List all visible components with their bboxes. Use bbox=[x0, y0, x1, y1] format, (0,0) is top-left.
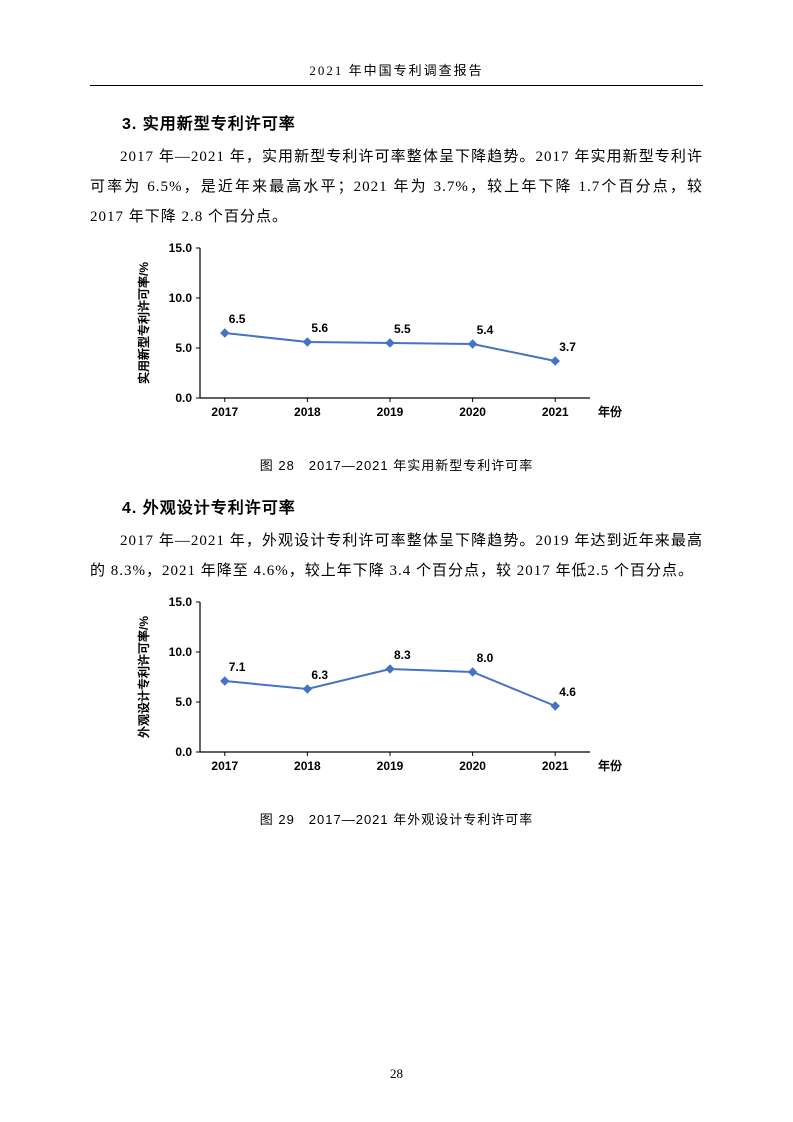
svg-text:2020: 2020 bbox=[459, 759, 486, 773]
svg-text:8.0: 8.0 bbox=[477, 651, 494, 665]
page: 2021 年中国专利调查报告 3. 实用新型专利许可率 2017 年—2021 … bbox=[0, 0, 793, 1122]
svg-text:年份: 年份 bbox=[598, 758, 623, 773]
svg-text:2021: 2021 bbox=[542, 405, 569, 419]
svg-text:2018: 2018 bbox=[294, 405, 321, 419]
chart-1-caption: 图 28 2017—2021 年实用新型专利许可率 bbox=[90, 455, 703, 474]
svg-text:5.5: 5.5 bbox=[394, 322, 411, 336]
svg-text:2021: 2021 bbox=[542, 759, 569, 773]
page-number: 28 bbox=[0, 1066, 793, 1082]
svg-text:5.6: 5.6 bbox=[311, 321, 328, 335]
chart-1: 0.0 5.0 10.0 15.0 2017 2018 2019 2020 2021 年份 6.5 5… bbox=[130, 238, 703, 443]
svg-text:0.0: 0.0 bbox=[175, 391, 192, 405]
svg-text:2019: 2019 bbox=[377, 759, 404, 773]
svg-text:5.0: 5.0 bbox=[175, 695, 192, 709]
svg-text:2019: 2019 bbox=[377, 405, 404, 419]
svg-text:6.3: 6.3 bbox=[311, 668, 328, 682]
svg-text:15.0: 15.0 bbox=[169, 241, 193, 255]
svg-text:10.0: 10.0 bbox=[169, 645, 193, 659]
svg-text:5.0: 5.0 bbox=[175, 341, 192, 355]
header-title: 2021 年中国专利调查报告 bbox=[309, 63, 483, 78]
svg-text:2020: 2020 bbox=[459, 405, 486, 419]
svg-text:7.1: 7.1 bbox=[229, 660, 246, 674]
svg-text:外观设计专利许可率/%: 外观设计专利许可率/% bbox=[136, 616, 151, 738]
section-heading-1: 3. 实用新型专利许可率 bbox=[122, 110, 703, 134]
chart-2-caption: 图 29 2017—2021 年外观设计专利许可率 bbox=[90, 809, 703, 828]
svg-text:2017: 2017 bbox=[211, 759, 238, 773]
svg-text:10.0: 10.0 bbox=[169, 291, 193, 305]
svg-text:2018: 2018 bbox=[294, 759, 321, 773]
svg-text:3.7: 3.7 bbox=[559, 340, 576, 354]
svg-text:15.0: 15.0 bbox=[169, 595, 193, 609]
svg-text:8.3: 8.3 bbox=[394, 648, 411, 662]
page-header: 2021 年中国专利调查报告 bbox=[90, 60, 703, 86]
svg-text:2017: 2017 bbox=[211, 405, 238, 419]
svg-text:4.6: 4.6 bbox=[559, 685, 576, 699]
svg-text:实用新型专利许可率/%: 实用新型专利许可率/% bbox=[136, 262, 151, 384]
svg-text:年份: 年份 bbox=[598, 404, 623, 419]
chart-2: 0.0 5.0 10.0 15.0 2017 2018 2019 2020 2021 年份 7.1 6… bbox=[130, 592, 703, 797]
section-heading-2: 4. 外观设计专利许可率 bbox=[122, 494, 703, 518]
chart-1-svg: 0.0 5.0 10.0 15.0 2017 2018 2019 2020 2021 年份 6.5 5… bbox=[130, 238, 690, 438]
paragraph-2: 2017 年—2021 年，外观设计专利许可率整体呈下降趋势。2019 年达到近… bbox=[90, 526, 703, 586]
svg-text:5.4: 5.4 bbox=[477, 323, 494, 337]
paragraph-1: 2017 年—2021 年，实用新型专利许可率整体呈下降趋势。2017 年实用新… bbox=[90, 142, 703, 232]
svg-text:0.0: 0.0 bbox=[175, 745, 192, 759]
chart-2-svg: 0.0 5.0 10.0 15.0 2017 2018 2019 2020 2021 年份 7.1 6… bbox=[130, 592, 690, 792]
svg-text:6.5: 6.5 bbox=[229, 312, 246, 326]
